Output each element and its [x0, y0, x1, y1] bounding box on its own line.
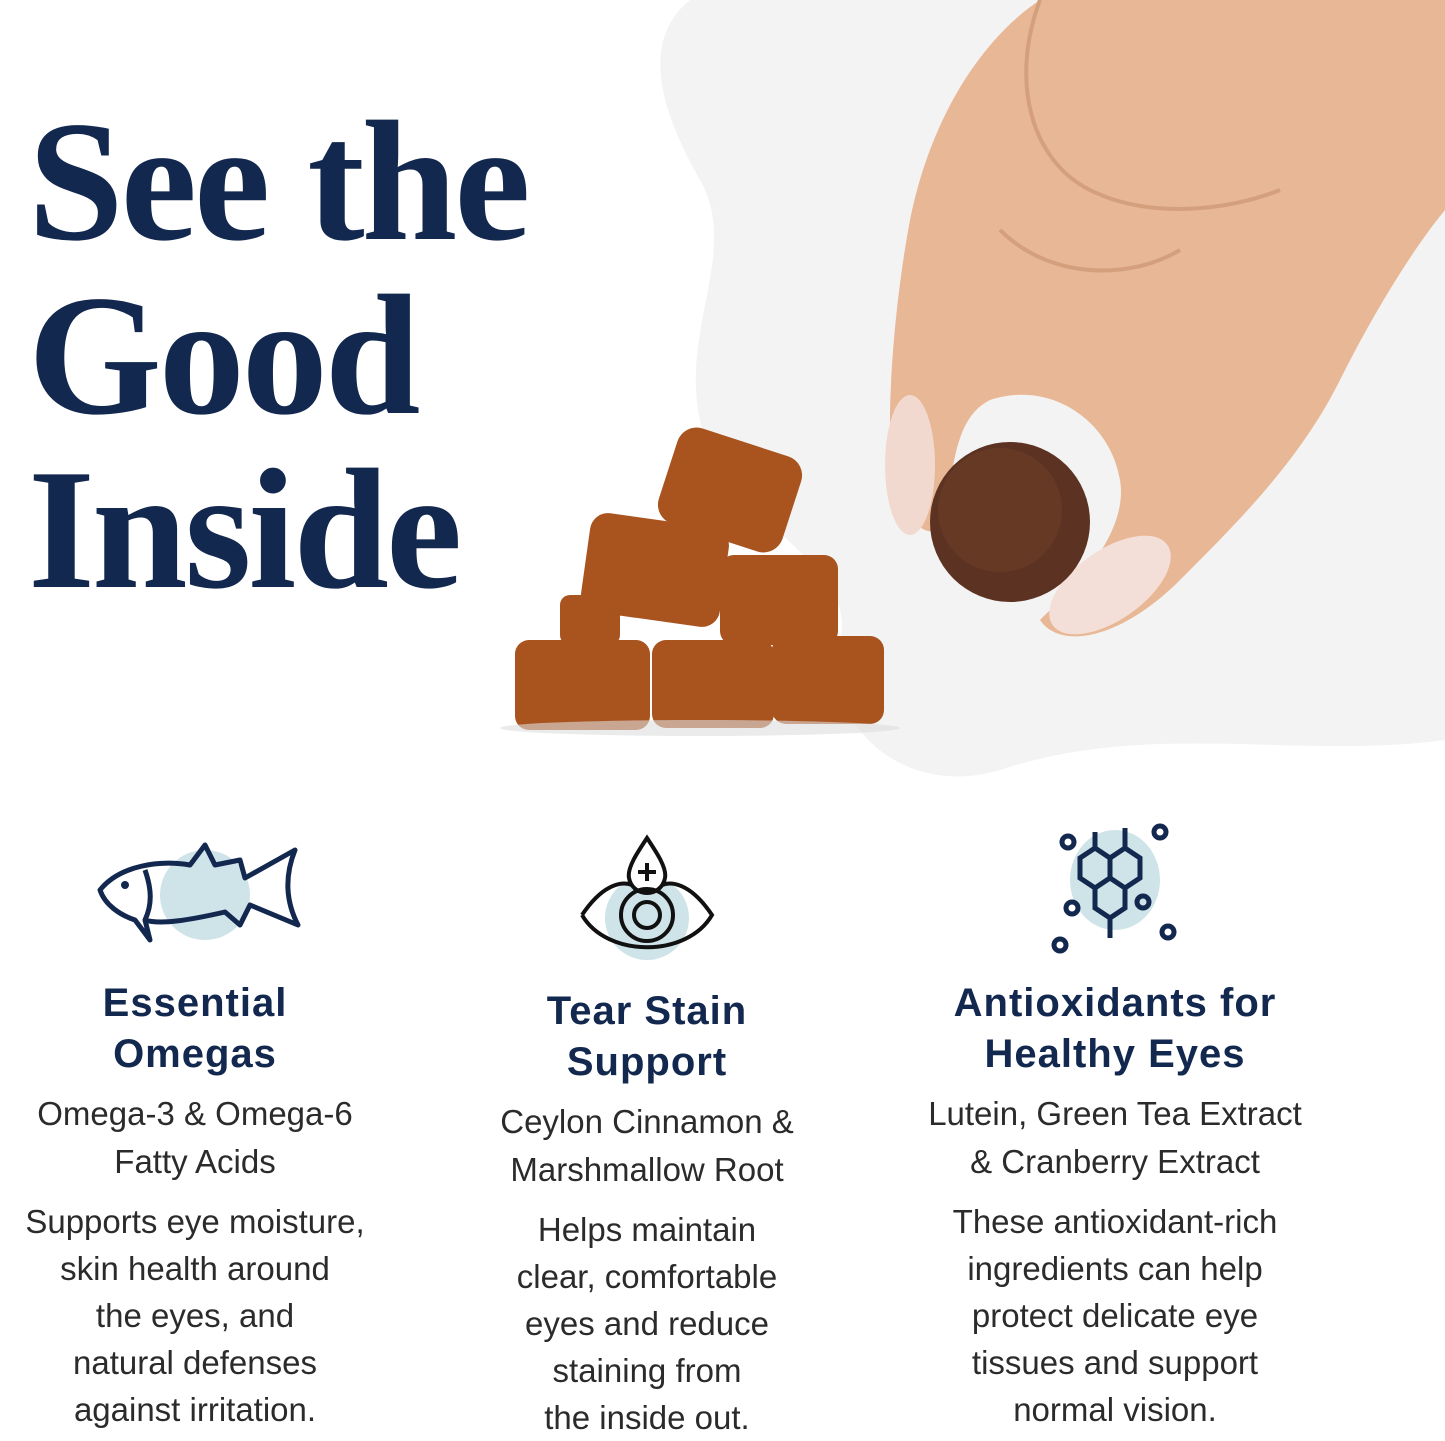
headline-line: Good — [28, 261, 420, 451]
feature-description: Helps maintain clear, comfortable eyes a… — [417, 1206, 877, 1441]
feature-subtitle: Ceylon Cinnamon & Marshmallow Root — [417, 1098, 877, 1194]
chew-pile — [515, 427, 884, 730]
subtitle-line: Lutein, Green Tea Extract — [928, 1095, 1302, 1132]
feature-antioxidants: Antioxidants for Healthy Eyes Lutein, Gr… — [885, 820, 1345, 1433]
title-line: Healthy Eyes — [984, 1032, 1246, 1076]
hand-image — [885, 0, 1445, 637]
feature-essential-omegas: Essential Omegas Omega-3 & Omega-6 Fatty… — [0, 820, 425, 1433]
product-photo — [500, 0, 1445, 736]
body-line: eyes and reduce — [524, 1305, 769, 1342]
body-line: Supports eye moisture, — [25, 1203, 365, 1240]
fish-icon — [97, 842, 301, 943]
title-line: Tear Stain — [546, 989, 748, 1033]
feature-description: Supports eye moisture, skin health aroun… — [0, 1198, 425, 1433]
feature-tear-stain-support: Tear Stain Support Ceylon Cinnamon & Mar… — [417, 828, 877, 1441]
subtitle-line: Ceylon Cinnamon & — [500, 1103, 794, 1140]
body-line: protect delicate eye — [971, 1297, 1259, 1334]
title-line: Omegas — [113, 1032, 277, 1076]
headline-line: Inside — [28, 435, 462, 625]
feature-subtitle: Lutein, Green Tea Extract & Cranberry Ex… — [885, 1090, 1345, 1186]
body-line: Helps maintain — [537, 1211, 757, 1248]
feature-subtitle: Omega-3 & Omega-6 Fatty Acids — [0, 1090, 425, 1186]
title-line: Essential — [102, 981, 288, 1025]
body-line: natural defenses — [72, 1344, 317, 1381]
body-line: against irritation. — [73, 1391, 317, 1428]
body-line: These antioxidant-rich — [952, 1203, 1278, 1240]
subtitle-line: Fatty Acids — [114, 1143, 276, 1180]
body-line: skin health around — [60, 1250, 330, 1287]
headline-line: See the — [28, 87, 531, 277]
subtitle-line: & Cranberry Extract — [970, 1143, 1260, 1180]
body-line: clear, comfortable — [516, 1258, 778, 1295]
feature-description: These antioxidant-rich ingredients can h… — [885, 1198, 1345, 1433]
body-line: the eyes, and — [95, 1297, 295, 1334]
subtitle-line: Omega-3 & Omega-6 — [37, 1095, 353, 1132]
body-line: the inside out. — [544, 1399, 750, 1436]
feature-title: Antioxidants for Healthy Eyes — [885, 978, 1345, 1080]
body-line: tissues and support — [971, 1344, 1259, 1381]
body-line: normal vision. — [1013, 1391, 1217, 1428]
headline: See the Good Inside — [28, 87, 531, 625]
molecule-icon — [1051, 823, 1177, 954]
title-line: Support — [566, 1040, 728, 1084]
body-line: ingredients can help — [967, 1250, 1263, 1287]
feature-title: Essential Omegas — [0, 978, 425, 1080]
title-line: Antioxidants for — [953, 981, 1277, 1025]
body-line: staining from — [552, 1352, 742, 1389]
feature-title: Tear Stain Support — [417, 986, 877, 1088]
eye-drop-icon — [580, 834, 715, 960]
subtitle-line: Marshmallow Root — [510, 1151, 784, 1188]
